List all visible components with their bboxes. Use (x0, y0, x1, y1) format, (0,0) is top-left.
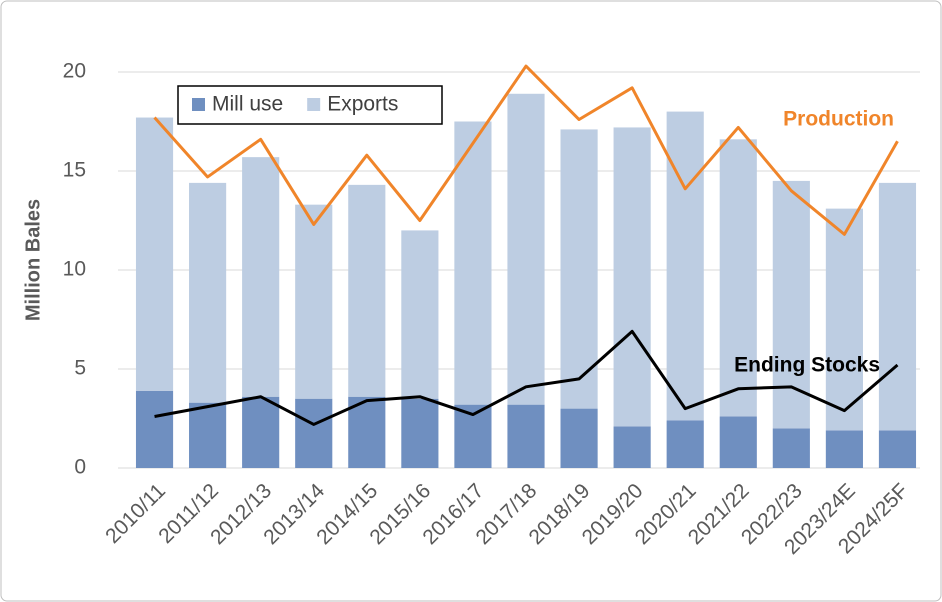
y-tick-label: 20 (63, 60, 86, 83)
legend-swatch (192, 98, 205, 111)
y-tick-label: 10 (63, 258, 86, 281)
bar (560, 408, 598, 468)
y-tick-label: 15 (63, 159, 86, 182)
bar (666, 420, 704, 468)
legend-label: Exports (327, 93, 398, 116)
bar (242, 157, 280, 397)
bar (295, 204, 333, 399)
bar (135, 390, 174, 468)
bar (507, 93, 545, 405)
bar (825, 430, 863, 468)
legend-label: Mill use (212, 93, 283, 116)
y-tick-label: 0 (74, 456, 86, 479)
bar (560, 129, 598, 409)
bar (189, 182, 227, 403)
bar (507, 404, 545, 468)
bar (454, 121, 492, 405)
bar (189, 402, 227, 468)
y-axis-title: Million Bales (22, 199, 44, 321)
bar (825, 208, 863, 431)
y-tick-label: 5 (74, 357, 86, 380)
bar (348, 396, 386, 468)
bar (135, 117, 174, 391)
bar (719, 416, 757, 468)
bar (878, 182, 917, 431)
legend-swatch (307, 98, 321, 111)
line-series (153, 64, 899, 236)
bar (719, 139, 757, 417)
bar (401, 398, 439, 468)
bar (401, 230, 439, 399)
bar (772, 428, 810, 468)
bar (295, 398, 333, 468)
line-series (154, 329, 899, 426)
bar (878, 430, 917, 468)
bar (348, 184, 386, 397)
line-label: Production (783, 108, 894, 131)
bar (613, 426, 651, 468)
bar (666, 111, 704, 421)
line-label: Ending Stocks (734, 354, 880, 377)
bar (242, 396, 280, 468)
bar (613, 127, 651, 427)
